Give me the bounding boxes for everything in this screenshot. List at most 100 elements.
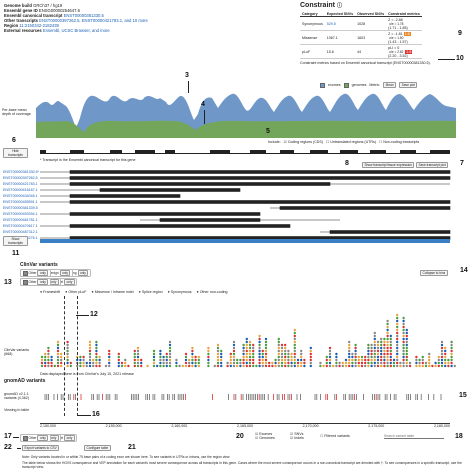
clinvar-variant-dot[interactable] [264, 346, 268, 350]
gnomad-variant-mark[interactable] [390, 394, 391, 400]
gnomad-variant-mark[interactable] [433, 394, 435, 400]
clinvar-variant-dot[interactable] [168, 355, 172, 359]
clinvar-variant-dot[interactable] [444, 361, 447, 365]
clinvar-variant-dot[interactable] [364, 361, 367, 365]
clinvar-variant-dot[interactable] [188, 358, 191, 362]
clinvar-variant-dot[interactable] [258, 355, 261, 359]
clinvar-variant-dot[interactable] [348, 346, 351, 350]
clinvar-variant-dot[interactable] [88, 355, 92, 359]
clinvar-variant-dot[interactable] [367, 364, 370, 368]
clinvar-variant-dot[interactable] [341, 361, 344, 365]
clinvar-variant-dot[interactable] [264, 358, 268, 362]
clinvar-variant-dot[interactable] [88, 358, 92, 362]
clinvar-variant-dot[interactable] [440, 340, 444, 344]
clinvar-variant-dot[interactable] [44, 355, 47, 359]
clinvar-variant-dot[interactable] [354, 352, 357, 356]
clinvar-variant-dot[interactable] [376, 349, 380, 353]
clinvar-variant-dot[interactable] [95, 346, 98, 350]
clinvar-variant-dot[interactable] [415, 361, 418, 365]
clinvar-variant-dot[interactable] [360, 364, 364, 368]
export-csv-button[interactable]: Export variants to CSV [22, 445, 60, 451]
clinvar-variant-dot[interactable] [373, 349, 376, 353]
gnomad-variant-mark[interactable] [350, 394, 352, 400]
clinvar-variant-dot[interactable] [389, 337, 392, 341]
transcript-id[interactable]: ENST00000493394.1 [3, 212, 38, 216]
clinvar-variant-dot[interactable] [421, 355, 424, 359]
clinvar-variant-dot[interactable] [50, 355, 53, 359]
clinvar-variant-dot[interactable] [357, 364, 360, 368]
gnomad-variant-mark[interactable] [377, 394, 379, 400]
clinvar-variant-dot[interactable] [92, 361, 95, 365]
clinvar-variant-dot[interactable] [88, 340, 92, 344]
gnomad-variant-mark[interactable] [68, 394, 69, 400]
clinvar-variant-dot[interactable] [133, 361, 136, 365]
clinvar-variant-dot[interactable] [447, 358, 450, 362]
clinvar-variant-dot[interactable] [248, 349, 252, 353]
clinvar-variant-dot[interactable] [258, 349, 261, 353]
clinvar-variant-dot[interactable] [421, 364, 424, 368]
clinvar-variant-dot[interactable] [396, 337, 399, 341]
clinvar-variant-dot[interactable] [133, 352, 136, 356]
clinvar-variant-dot[interactable] [370, 361, 373, 365]
clinvar-variant-dot[interactable] [264, 352, 268, 356]
clinvar-variant-dot[interactable] [348, 361, 351, 365]
clinvar-variant-dot[interactable] [396, 325, 399, 329]
clinvar-variant-dot[interactable] [191, 355, 194, 359]
clinvar-variant-dot[interactable] [60, 358, 63, 362]
clinvar-variant-dot[interactable] [309, 364, 312, 368]
clinvar-variant-dot[interactable] [242, 343, 245, 347]
gnomad-variant-mark[interactable] [384, 394, 386, 400]
clinvar-variant-dot[interactable] [351, 361, 354, 365]
clinvar-variant-dot[interactable] [383, 361, 386, 365]
clinvar-variant-dot[interactable] [450, 358, 453, 362]
gnomad-variant-mark[interactable] [131, 394, 132, 400]
gnomad-variant-mark[interactable] [260, 394, 262, 400]
clinvar-variant-dot[interactable] [287, 361, 290, 365]
gnomad-variant-mark[interactable] [93, 394, 94, 400]
clinvar-variant-dot[interactable] [389, 352, 392, 356]
clinvar-variant-dot[interactable] [194, 358, 197, 362]
clinvar-variant-dot[interactable] [264, 361, 268, 365]
clinvar-variant-dot[interactable] [389, 364, 392, 368]
clinvar-variant-dot[interactable] [108, 364, 111, 368]
clinvar-variant-dot[interactable] [421, 358, 424, 362]
clinvar-variant-dot[interactable] [287, 364, 290, 368]
clinvar-variant-dot[interactable] [396, 355, 399, 359]
gnomad-variant-mark[interactable] [161, 394, 163, 400]
clinvar-variant-dot[interactable] [56, 340, 60, 344]
clinvar-variant-dot[interactable] [242, 346, 245, 350]
clinvar-variant-dot[interactable] [95, 343, 98, 347]
clinvar-variant-dot[interactable] [277, 337, 280, 341]
clinvar-variant-dot[interactable] [184, 361, 188, 365]
clinvar-variant-dot[interactable] [360, 355, 364, 359]
clinvar-variant-dot[interactable] [284, 361, 287, 365]
clinvar-variant-dot[interactable] [437, 364, 440, 368]
clinvar-variant-dot[interactable] [396, 313, 399, 317]
clinvar-variant-dot[interactable] [405, 337, 408, 341]
clinvar-variant-dot[interactable] [245, 343, 248, 347]
clinvar-variant-dot[interactable] [287, 352, 290, 356]
clinvar-variant-dot[interactable] [402, 349, 405, 353]
gnomad-variant-mark[interactable] [262, 394, 264, 400]
clinvar-variant-dot[interactable] [284, 346, 287, 350]
clinvar-variant-dot[interactable] [232, 343, 236, 347]
clinvar-variant-dot[interactable] [380, 364, 383, 368]
clinvar-variant-dot[interactable] [335, 352, 338, 356]
clinvar-variant-dot[interactable] [344, 361, 348, 365]
clinvar-variant-dot[interactable] [328, 355, 332, 359]
canonical-transcript-link[interactable]: ENST00000381330.5 [63, 13, 104, 18]
clinvar-variant-dot[interactable] [280, 364, 284, 368]
gnomad-variant-mark[interactable] [417, 394, 418, 400]
clinvar-variant-dot[interactable] [264, 349, 268, 353]
gnomad-variant-mark[interactable] [228, 394, 229, 400]
clinvar-variant-dot[interactable] [56, 346, 60, 350]
clinvar-variant-dot[interactable] [95, 355, 98, 359]
clinvar-variant-dot[interactable] [82, 355, 85, 359]
clinvar-variant-dot[interactable] [434, 364, 437, 368]
clinvar-variant-dot[interactable] [274, 358, 277, 362]
clinvar-variant-dot[interactable] [389, 355, 392, 359]
clinvar-variant-dot[interactable] [168, 343, 172, 347]
clinvar-variant-dot[interactable] [396, 334, 399, 338]
clinvar-variant-dot[interactable] [207, 358, 210, 362]
clinvar-variant-dot[interactable] [396, 352, 399, 356]
